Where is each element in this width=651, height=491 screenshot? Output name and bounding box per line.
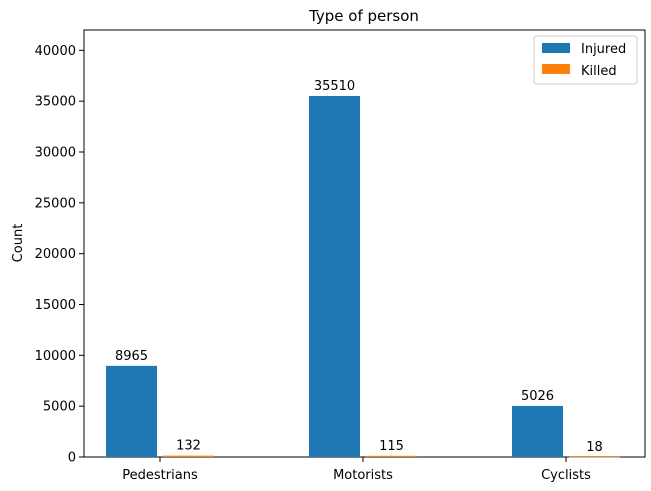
legend-label-killed: Killed bbox=[581, 64, 617, 79]
bar-injured-cyclists bbox=[512, 405, 563, 457]
x-tick-label: Motorists bbox=[333, 468, 393, 483]
legend-label-injured: Injured bbox=[581, 42, 626, 57]
data-label-killed-pedestrians: 132 bbox=[176, 439, 201, 454]
y-tick-label: 40000 bbox=[35, 44, 76, 59]
chart-title: Type of person bbox=[308, 7, 419, 25]
plot-area: 8965 132 35510 115 5026 18 bbox=[83, 29, 646, 458]
y-axis-label: Count bbox=[11, 224, 26, 263]
y-tick-label: 0 bbox=[68, 451, 76, 466]
x-tick-label: Pedestrians bbox=[122, 468, 198, 483]
legend: Injured Killed bbox=[533, 35, 638, 85]
data-label-injured-motorists: 35510 bbox=[314, 79, 355, 94]
legend-swatch-killed bbox=[542, 64, 570, 74]
bar-killed-motorists bbox=[366, 455, 417, 457]
data-label-killed-cyclists: 18 bbox=[586, 440, 603, 455]
y-tick-label: 30000 bbox=[35, 146, 76, 161]
y-tick-label: 35000 bbox=[35, 95, 76, 110]
bars-group bbox=[106, 95, 620, 458]
y-tick-label: 25000 bbox=[35, 196, 76, 211]
y-axis: 0 5000 10000 15000 20000 25000 30000 35000 40000 bbox=[35, 44, 84, 466]
x-axis: Pedestrians Motorists Cyclists bbox=[122, 457, 591, 483]
bar-injured-motorists bbox=[309, 95, 360, 458]
plot-frame bbox=[83, 29, 646, 458]
y-tick-label: 10000 bbox=[35, 349, 76, 364]
x-tick-label: Cyclists bbox=[541, 468, 591, 483]
y-tick-label: 15000 bbox=[35, 298, 76, 313]
data-labels-group: 8965 132 35510 115 5026 18 bbox=[115, 79, 603, 455]
bar-killed-cyclists bbox=[569, 456, 620, 458]
legend-swatch-injured bbox=[542, 43, 570, 53]
y-tick-label: 5000 bbox=[43, 400, 76, 415]
bar-injured-pedestrians bbox=[106, 365, 157, 457]
bar-killed-pedestrians bbox=[163, 455, 214, 457]
data-label-injured-cyclists: 5026 bbox=[521, 389, 554, 404]
data-label-killed-motorists: 115 bbox=[379, 439, 404, 454]
data-label-injured-pedestrians: 8965 bbox=[115, 349, 148, 364]
y-tick-label: 20000 bbox=[35, 247, 76, 262]
